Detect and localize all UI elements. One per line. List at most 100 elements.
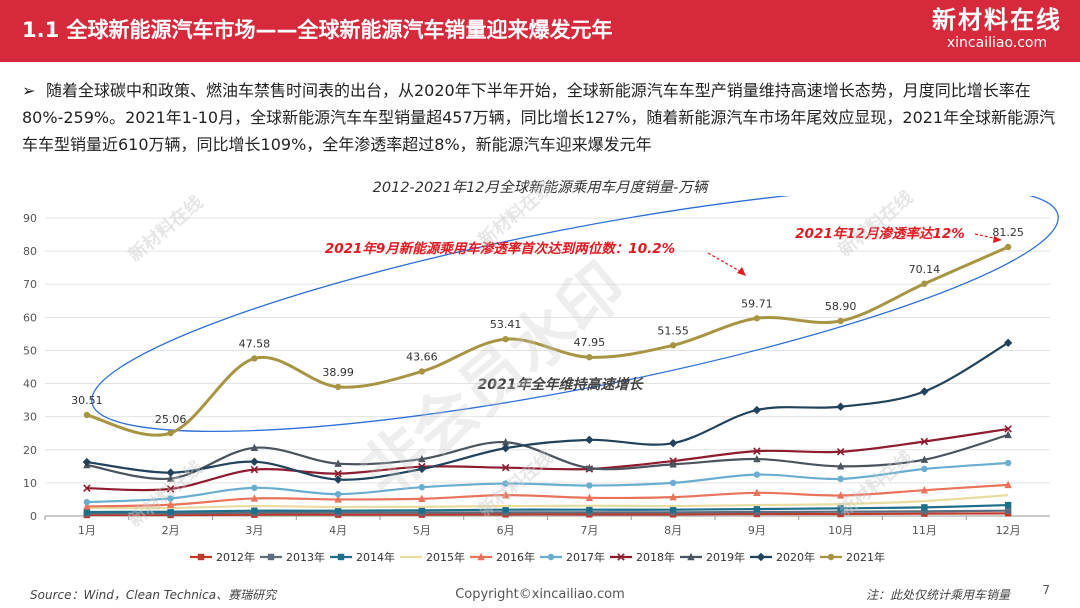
data-point [334,459,342,467]
data-point [501,463,510,472]
legend-marker [477,552,485,561]
legend-label: 2012年 [216,550,255,564]
data-point [585,435,594,445]
x-tick-label: 11月 [912,524,937,537]
data-point [753,315,761,322]
data-point [418,368,426,375]
x-tick-label: 12月 [996,524,1021,537]
data-point [334,469,342,478]
y-tick-label: 30 [23,411,37,424]
data-point [752,405,762,415]
y-tick-label: 70 [23,278,37,291]
legend-label: 2015年 [426,550,465,564]
data-point [586,354,593,361]
annotation-december: 2021年12月渗透率达12% [795,226,965,242]
legend-label: 2016年 [496,550,535,564]
data-point [83,502,91,510]
data-point [669,460,677,468]
data-point [836,491,845,499]
data-point [83,411,91,419]
data-label: 51.55 [657,324,689,337]
annotation-growth: 2021年全年维持高速增长 [478,376,645,393]
y-tick-label: 50 [23,344,37,357]
series-line-2019年 [86,433,1009,481]
data-point [502,480,509,487]
data-point [1004,425,1012,433]
data-point [83,484,91,492]
data-point [418,494,426,502]
data-point [921,504,928,511]
data-point [921,280,928,287]
y-tick-label: 90 [23,212,37,225]
data-point [418,454,426,463]
data-point [167,508,174,515]
header-bar: 1.1 全球新能源汽车市场——全球新能源汽车销量迎来爆发元年 新材料在线 xin… [0,0,1080,62]
y-tick-label: 20 [23,444,37,457]
legend-marker [687,552,695,561]
data-point [1003,338,1013,348]
logo-main-text: 新材料在线 [932,6,1062,34]
data-point [920,455,929,463]
data-point [82,457,92,467]
data-label: 38.99 [322,366,354,379]
x-tick-label: 10月 [828,524,853,537]
y-tick-label: 60 [23,311,37,324]
data-point [837,317,844,325]
data-point [753,447,761,455]
data-point [837,505,844,512]
data-point [250,457,259,466]
legend-marker [547,553,555,561]
data-point [250,465,259,474]
footer-note: 注：此处仅统计乘用车销量 [865,588,1010,602]
brand-logo: 新材料在线 xincailiao.com [932,6,1062,52]
data-point [585,493,594,501]
page-number: 7 [1042,583,1050,597]
series-line-2012年 [86,512,1009,517]
annotation-arrowhead-dec [993,236,1002,243]
data-point [921,465,928,473]
data-point [669,506,677,513]
data-point [753,488,761,497]
data-point [1004,459,1012,467]
data-point [334,495,342,503]
series-line-2016年 [86,483,1009,508]
x-tick-label: 7月 [580,524,598,537]
data-point [83,498,91,506]
data-point [1004,507,1012,514]
x-tick-label: 5月 [413,524,431,537]
data-point [836,447,845,456]
data-label: 58.90 [825,300,857,313]
x-tick-label: 2月 [162,524,180,537]
legend-marker [197,553,205,561]
data-point [920,485,929,494]
series-line-2021年 [86,245,1009,437]
x-tick-label: 6月 [497,524,515,537]
page-title: 1.1 全球新能源汽车市场——全球新能源汽车销量迎来爆发元年 [22,18,613,42]
data-point [668,438,678,448]
data-point [669,492,677,501]
data-point [837,508,844,515]
y-tick-label: 0 [30,510,37,523]
data-point [1004,480,1012,489]
data-point [166,485,175,493]
data-point [418,507,426,514]
data-label: 59.71 [741,297,773,310]
data-point [167,495,174,502]
legend-label: 2013年 [286,550,325,564]
series-line-2014年 [86,503,1009,514]
data-point [1004,430,1012,439]
data-point [502,335,509,343]
legend-marker [756,552,766,562]
annotation-september: 2021年9月新能源乘用车渗透率首次达到两位数：10.2% [325,241,675,257]
logo-sub-text: xincailiao.com [946,35,1048,51]
data-point [501,437,510,446]
data-point [166,468,175,477]
data-point [417,464,427,474]
annotation-arrowhead-sep [737,267,746,276]
data-point [167,429,174,437]
data-label: 43.66 [406,350,438,363]
chart-title: 2012-2021年12月全球新能源乘用车月度销量-万辆 [372,180,708,196]
series-line-2013年 [86,509,1009,515]
legend-label: 2021年 [846,550,885,564]
data-point [250,443,259,451]
